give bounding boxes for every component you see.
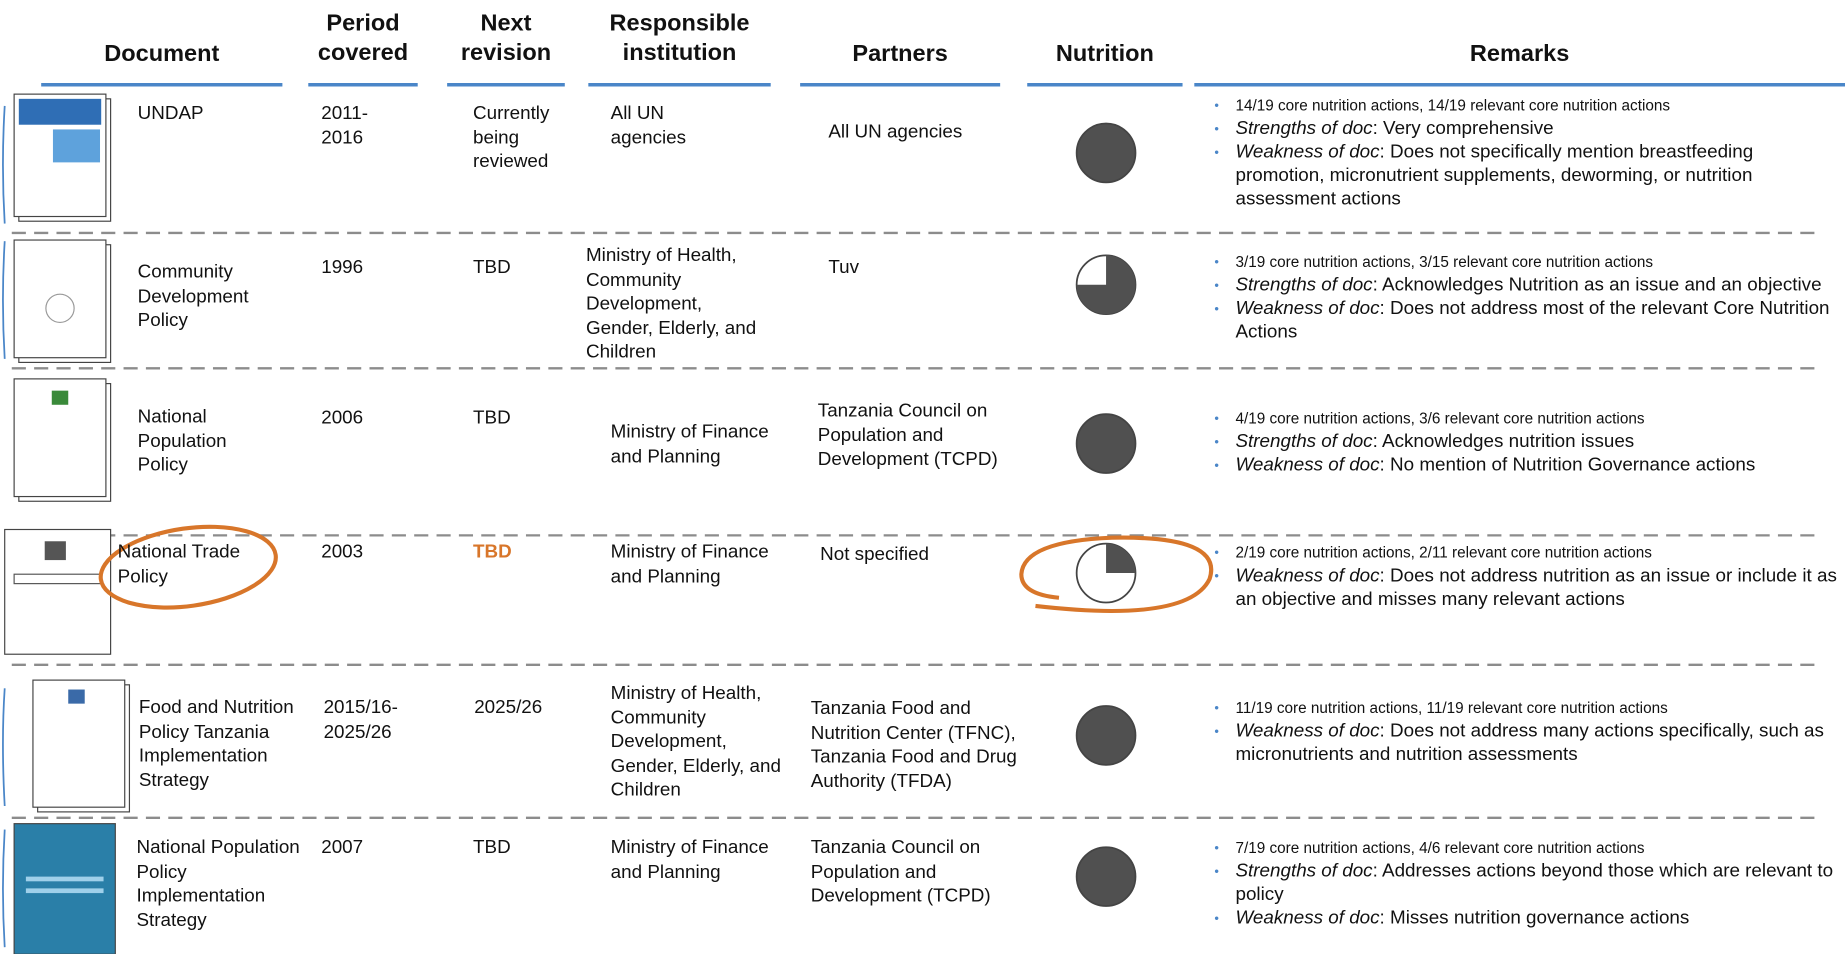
remark-text: 2/19 core nutrition actions, 2/11 releva…: [1235, 543, 1652, 562]
remark-text: : No mention of Nutrition Governance act…: [1379, 455, 1756, 476]
document-title: UNDAP: [137, 103, 204, 124]
remark-text: : Misses nutrition governance actions: [1379, 908, 1690, 929]
harvey-ball: [1075, 542, 1137, 604]
remark-bullet: Strengths of doc: Very comprehensive: [1212, 118, 1842, 142]
remark-bullet: Strengths of doc: Acknowledges Nutrition…: [1212, 274, 1842, 298]
remark-bullet: Weakness of doc: No mention of Nutrition…: [1212, 454, 1842, 478]
column-header: Partners: [852, 41, 948, 68]
remark-text: 11/19 core nutrition actions, 11/19 rele…: [1235, 698, 1668, 717]
left-brackets: [2, 105, 6, 948]
responsible-institution: Ministry of Finance and Planning: [610, 542, 769, 587]
remark-bullet: Weakness of doc: Misses nutrition govern…: [1212, 907, 1842, 931]
remarks-list: 4/19 core nutrition actions, 3/6 relevan…: [1212, 407, 1842, 478]
period: 1996: [321, 257, 364, 278]
remark-bullet: 4/19 core nutrition actions, 3/6 relevan…: [1212, 407, 1842, 431]
remark-bullet: 2/19 core nutrition actions, 2/11 releva…: [1212, 541, 1842, 565]
column-header: Nutrition: [1055, 41, 1154, 68]
remark-text: : Acknowledges Nutrition as an issue and…: [1372, 275, 1822, 296]
document-title: National Population Policy: [137, 407, 227, 476]
highlight-circles: [98, 524, 1214, 614]
column-header: Next revision: [460, 10, 552, 66]
remarks-list: 7/19 core nutrition actions, 4/6 relevan…: [1212, 837, 1842, 931]
remark-bullet: Weakness of doc: Does not address many a…: [1212, 720, 1842, 767]
column-header: Document: [104, 41, 220, 68]
remarks-list: 11/19 core nutrition actions, 11/19 rele…: [1212, 697, 1842, 768]
responsible-institution: Ministry of Health, Community Developmen…: [610, 683, 781, 801]
column-header: Responsible institution: [609, 10, 750, 66]
next-revision: TBD: [473, 257, 511, 278]
remark-label: Weakness of doc: [1235, 142, 1380, 163]
document-title: National Trade Policy: [117, 542, 241, 587]
remark-label: Strengths of doc: [1235, 861, 1373, 882]
remark-bullet: Strengths of doc: Addresses actions beyo…: [1212, 860, 1842, 907]
next-revision: 2025/26: [474, 697, 543, 718]
partners: Not specified: [820, 544, 929, 565]
remark-text: 14/19 core nutrition actions, 14/19 rele…: [1235, 96, 1671, 115]
remarks-list: 2/19 core nutrition actions, 2/11 releva…: [1212, 541, 1842, 612]
remark-text: : Addresses actions beyond those which a…: [1235, 861, 1834, 905]
partners: Tanzania Council on Population and Devel…: [817, 401, 998, 470]
remark-text: : Does not address nutrition as an issue…: [1235, 565, 1837, 610]
remark-text: : Very comprehensive: [1372, 118, 1554, 139]
remark-bullet: Weakness of doc: Does not specifically m…: [1212, 141, 1842, 212]
remark-bullet: 3/19 core nutrition actions, 3/15 releva…: [1212, 251, 1842, 275]
document-title: Food and Nutrition Policy Tanzania Imple…: [138, 697, 294, 791]
row-separators: [11, 231, 1818, 819]
responsible-institution: Ministry of Finance and Planning: [610, 422, 769, 467]
remark-text: 4/19 core nutrition actions, 3/6 relevan…: [1235, 409, 1645, 428]
remark-text: : Does not address many actions specific…: [1235, 721, 1824, 765]
remark-text: : Does not address most of the relevant …: [1235, 298, 1830, 343]
period: 2015/16-2025/26: [323, 697, 398, 742]
remarks-list: 3/19 core nutrition actions, 3/15 releva…: [1212, 251, 1842, 345]
remark-label: Strengths of doc: [1235, 431, 1373, 452]
remark-text: 3/19 core nutrition actions, 3/15 releva…: [1235, 252, 1654, 271]
next-revision: TBD: [473, 542, 512, 563]
responsible-institution: All UN agencies: [610, 103, 687, 148]
harvey-ball: [1075, 413, 1137, 474]
partners: Tanzania Food and Nutrition Center (TFNC…: [810, 698, 1017, 792]
remark-bullet: Weakness of doc: Does not address nutrit…: [1212, 565, 1842, 612]
next-revision: TBD: [473, 408, 511, 429]
next-revision: Currently being reviewed: [473, 103, 550, 172]
responsible-institution: Ministry of Health, Community Developmen…: [585, 245, 757, 363]
responsible-institution: Ministry of Finance and Planning: [610, 837, 769, 882]
remarks-list: 14/19 core nutrition actions, 14/19 rele…: [1212, 94, 1842, 212]
column-header: Remarks: [1469, 41, 1570, 68]
remark-text: : Does not specifically mention breastfe…: [1235, 142, 1754, 210]
document-title: National Population Policy Implementatio…: [136, 837, 300, 931]
remark-label: Weakness of doc: [1235, 908, 1380, 929]
remark-label: Weakness of doc: [1235, 721, 1380, 742]
next-revision: TBD: [473, 837, 511, 858]
remark-label: Strengths of doc: [1235, 118, 1373, 139]
document-title: Community Development Policy: [137, 262, 249, 331]
remark-bullet: Weakness of doc: Does not address most o…: [1212, 298, 1842, 345]
harvey-ball: [1075, 122, 1137, 184]
remark-text: : Acknowledges nutrition issues: [1372, 431, 1635, 452]
partners: Tanzania Council on Population and Devel…: [810, 837, 991, 907]
period: 2003: [321, 542, 364, 563]
period: 2007: [321, 837, 364, 858]
harvey-ball: [1075, 705, 1137, 766]
period: 2006: [321, 408, 364, 429]
remark-bullet: 14/19 core nutrition actions, 14/19 rele…: [1212, 94, 1842, 118]
remark-label: Strengths of doc: [1235, 275, 1373, 296]
remark-label: Weakness of doc: [1235, 455, 1380, 476]
harvey-ball: [1075, 254, 1137, 316]
remark-label: Weakness of doc: [1235, 298, 1380, 319]
document-thumbnails: [4, 93, 131, 954]
remark-label: Weakness of doc: [1235, 565, 1380, 586]
remark-bullet: 7/19 core nutrition actions, 4/6 relevan…: [1212, 837, 1842, 861]
nutrition-balls: [1075, 122, 1137, 907]
partners: All UN agencies: [828, 122, 963, 143]
harvey-ball: [1075, 846, 1137, 907]
column-header: Period covered: [317, 10, 409, 66]
period: 2011-2016: [321, 103, 368, 148]
remark-bullet: 11/19 core nutrition actions, 11/19 rele…: [1212, 697, 1842, 721]
remark-text: 7/19 core nutrition actions, 4/6 relevan…: [1235, 838, 1645, 857]
partners: Tuv: [828, 257, 860, 278]
remark-bullet: Strengths of doc: Acknowledges nutrition…: [1212, 431, 1842, 455]
